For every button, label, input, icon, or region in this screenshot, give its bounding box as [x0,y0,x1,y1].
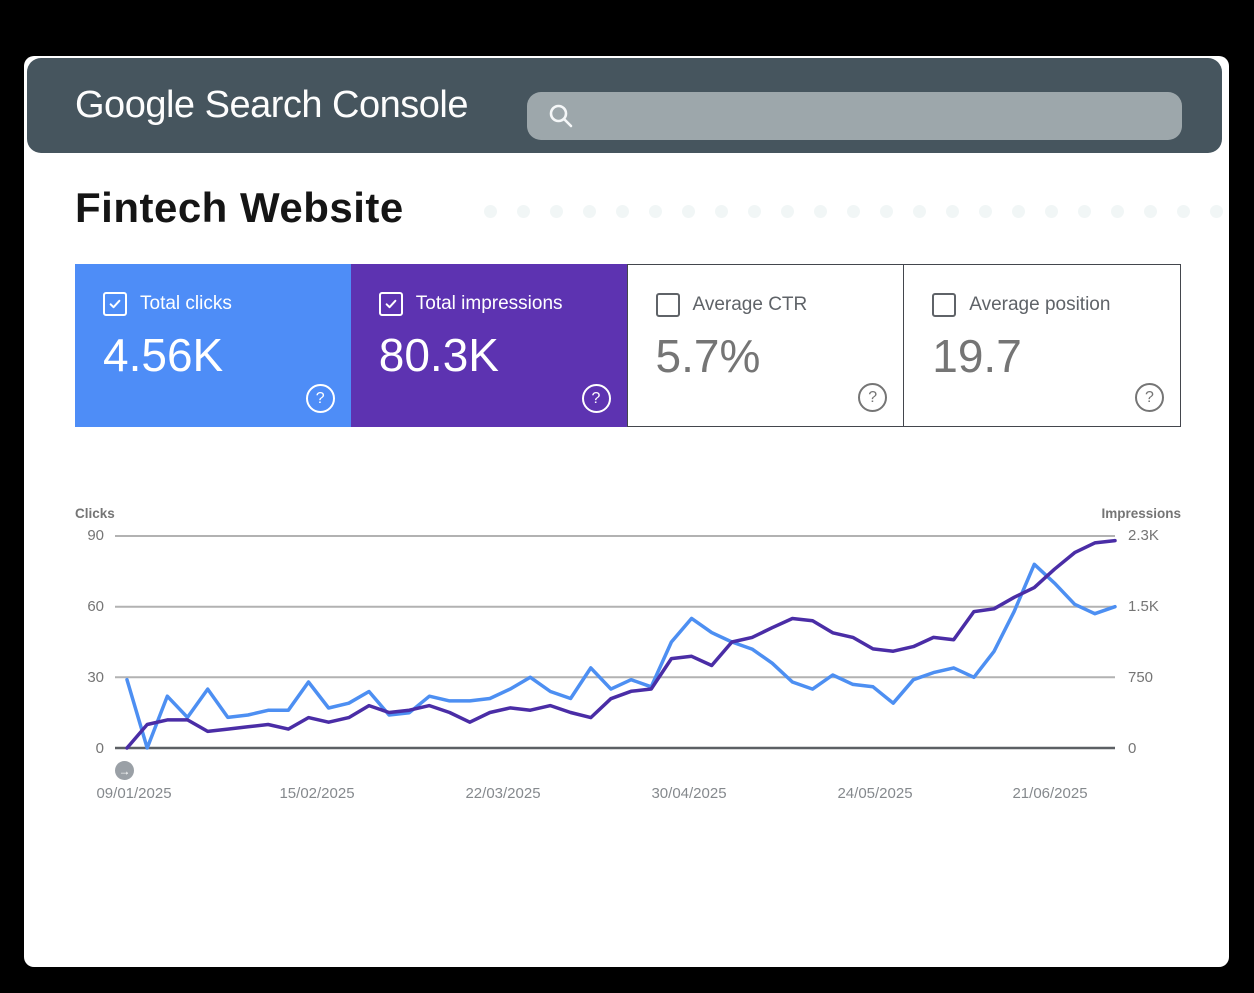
help-icon[interactable]: ? [305,384,335,413]
metric-label: Total clicks [140,293,232,314]
app-logo[interactable]: Google Search Console [75,84,468,126]
page-title: Fintech Website [75,184,404,231]
metric-value: 4.56K [103,329,224,381]
checkbox-checked-icon[interactable] [103,292,127,316]
x-axis-date: 21/06/2025 [1012,785,1088,802]
app-window: Google Search Console Fintech Website To… [24,56,1229,967]
x-axis-date: 09/01/2025 [96,785,172,802]
help-icon[interactable]: ? [1135,383,1164,412]
checkbox-unchecked-icon[interactable] [932,293,957,317]
help-icon[interactable]: ? [581,384,611,413]
checkbox-checked-icon[interactable] [378,292,403,316]
checkbox-unchecked-icon[interactable] [655,293,680,317]
metric-value: 19.7 [932,330,1022,382]
decor-dot [1210,205,1223,218]
decor-dot [682,205,695,218]
decor-dot [781,205,794,218]
y-tick-right: 2.3K [1128,527,1159,544]
decor-dot [748,205,761,218]
y-tick-left: 90 [87,527,104,544]
metric-label: Average position [969,294,1111,315]
y-tick-right: 750 [1128,669,1154,686]
decor-dot [1177,205,1190,218]
x-axis-date: 22/03/2025 [465,785,541,802]
search-bar[interactable] [527,92,1182,142]
search-input[interactable] [585,92,1169,142]
decor-dot [1045,205,1058,218]
decor-dot [616,205,629,218]
decor-dot [1144,205,1157,218]
app-header: Google Search Console [27,58,1222,153]
y-tick-right: 1.5K [1128,598,1159,615]
decor-dot [649,205,662,218]
performance-chart[interactable] [75,500,1181,810]
impressions-line [125,538,1117,750]
x-axis-date: 15/02/2025 [279,785,355,802]
decor-dot [517,205,530,218]
decor-dot [1111,205,1124,218]
metric-card-total-clicks[interactable]: Total clicks 4.56K ? [75,264,351,427]
help-icon[interactable]: ? [858,383,888,412]
axis-label-impressions: Impressions [1101,506,1181,521]
decor-dot [979,205,992,218]
clicks-line [125,562,1117,750]
y-tick-left: 30 [87,669,104,686]
metric-label: Average CTR [692,294,808,315]
search-icon [549,104,573,128]
metric-card-total-impressions[interactable]: Total impressions 80.3K ? [350,264,627,427]
x-axis-date: 24/05/2025 [837,785,913,802]
metric-card-average-position[interactable]: Average position 19.7 ? [903,264,1181,427]
metric-cards-row: Total clicks 4.56K ? Total impressions 8… [75,264,1181,427]
decor-dot [550,205,563,218]
decor-dot [880,205,893,218]
decor-dot [583,205,596,218]
y-tick-left: 0 [95,740,104,757]
decor-dot [715,205,728,218]
metric-label: Total impressions [415,293,563,314]
decor-dot [946,205,959,218]
decor-dot [1078,205,1091,218]
x-axis-date: 30/04/2025 [651,785,727,802]
metric-value: 5.7% [655,330,761,382]
data-start-arrow-icon[interactable]: → [115,761,134,780]
decor-dot [814,205,827,218]
y-tick-right: 0 [1128,740,1137,757]
decor-dot [484,205,497,218]
y-tick-left: 60 [87,598,104,615]
axis-label-clicks: Clicks [75,506,115,521]
metric-value: 80.3K [378,329,499,381]
decor-dot [1012,205,1025,218]
decor-dot [847,205,860,218]
gridlines [115,535,1115,750]
metric-card-average-ctr[interactable]: Average CTR 5.7% ? [626,264,905,427]
decor-dot [913,205,926,218]
